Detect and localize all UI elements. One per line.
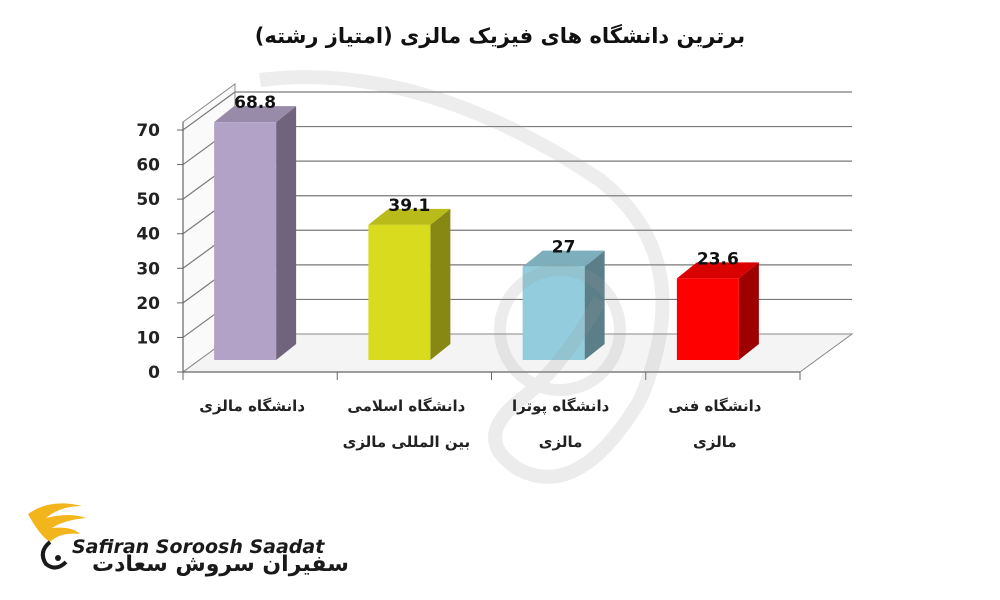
bird-icon (28, 503, 86, 570)
y-tick-label: 50 (136, 190, 160, 210)
y-tick-label: 0 (148, 363, 160, 383)
x-category-label: دانشگاه فنی مالزی (635, 388, 795, 460)
bars (214, 106, 759, 360)
bar (676, 278, 739, 360)
bar-top (368, 208, 451, 225)
bar-top (214, 106, 297, 123)
x-category-label-line: دانشگاه فنی (668, 397, 762, 415)
x-category-label-line: مالزی (538, 433, 583, 451)
data-label: 39.1 (388, 196, 430, 216)
y-tick-label: 40 (136, 225, 160, 245)
x-category-label: دانشگاه پوترا مالزی (481, 388, 641, 460)
bar (522, 266, 585, 360)
y-tick-label: 60 (136, 156, 160, 176)
bar (214, 122, 277, 360)
bar-top (676, 262, 759, 279)
gridline (182, 91, 852, 131)
y-tick-label: 20 (136, 294, 160, 314)
data-label: 27 (552, 238, 576, 258)
logo-text-en: Safiran Soroosh Saadat (72, 536, 325, 558)
bar-side (584, 250, 605, 360)
x-category-label-line: دانشگاه اسلامی (347, 397, 466, 415)
y-tick-label: 70 (136, 121, 160, 141)
data-label: 68.8 (234, 93, 276, 113)
bar-side (738, 262, 759, 360)
data-label: 23.6 (697, 249, 739, 269)
x-category-label: دانشگاه مالزی (172, 388, 332, 424)
bar (368, 224, 431, 360)
y-tick-label: 30 (136, 259, 160, 279)
logo-text-fa: سفیران سروش سعادت (92, 552, 349, 577)
bar-side (430, 208, 451, 360)
x-category-label-line: مالزی (693, 433, 737, 451)
chart-title: برترین دانشگاه های فیزیک مالزی (امتیاز ر… (254, 24, 746, 48)
x-category-label-line: بین المللی مالزی (342, 433, 471, 451)
company-logo (20, 492, 300, 582)
x-category-label-line: دانشگاه پوترا (511, 397, 610, 415)
x-category-label-line: دانشگاه مالزی (199, 397, 306, 415)
bar-top (522, 250, 605, 267)
y-axis-ticks: 0 10 20 30 40 50 60 70 (136, 121, 160, 383)
y-tick-label: 10 (136, 328, 160, 348)
watermark-stroke (259, 70, 670, 484)
watermark-ring (494, 264, 626, 396)
watermark-swirl (259, 70, 670, 484)
data-labels: 68.8 39.1 27 23.6 (234, 93, 739, 269)
x-category-label: دانشگاه اسلامی بین المللی مالزی (326, 388, 486, 460)
bar-side (276, 106, 297, 360)
